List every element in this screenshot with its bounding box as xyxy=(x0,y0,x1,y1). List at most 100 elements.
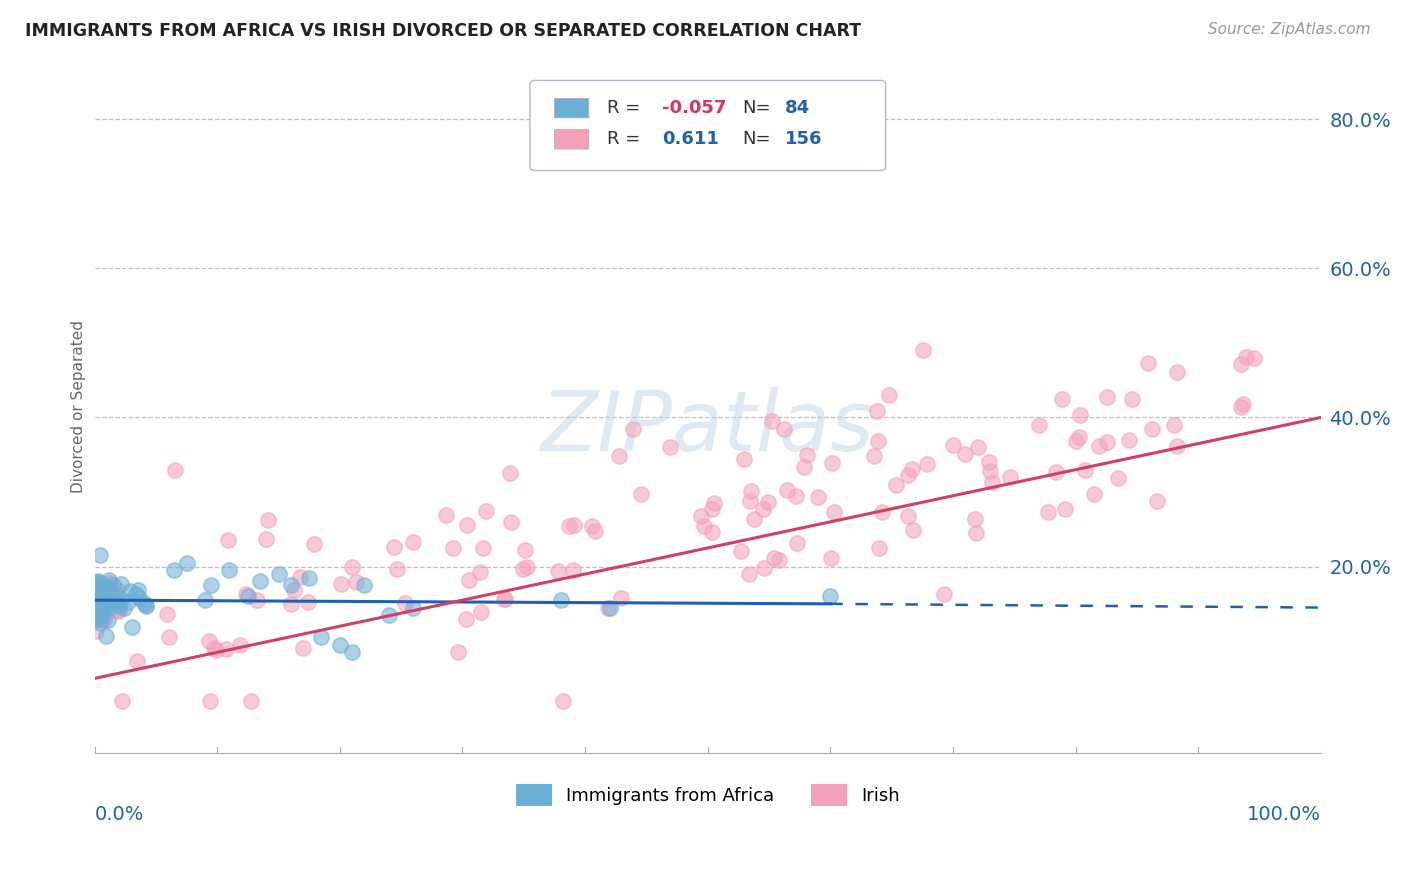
Point xyxy=(329,577,352,591)
Point xyxy=(84,593,107,607)
Point xyxy=(91,589,114,603)
Point xyxy=(267,567,290,582)
Point xyxy=(738,566,761,581)
Point xyxy=(980,475,1002,489)
Point xyxy=(280,578,302,592)
Point xyxy=(97,581,120,595)
Point xyxy=(127,583,149,598)
Point xyxy=(700,501,723,516)
Text: 0.611: 0.611 xyxy=(662,130,720,148)
Point xyxy=(821,456,844,470)
Point xyxy=(249,574,271,589)
Point xyxy=(897,508,920,523)
Point xyxy=(84,606,107,620)
Text: 156: 156 xyxy=(785,130,823,148)
Point xyxy=(513,542,536,557)
Point xyxy=(1050,392,1073,406)
Point xyxy=(550,593,572,607)
Point xyxy=(93,599,115,613)
Point xyxy=(475,504,498,518)
Point xyxy=(562,517,585,532)
Text: IMMIGRANTS FROM AFRICA VS IRISH DIVORCED OR SEPARATED CORRELATION CHART: IMMIGRANTS FROM AFRICA VS IRISH DIVORCED… xyxy=(25,22,862,40)
Point xyxy=(494,591,516,606)
Point xyxy=(297,595,319,609)
Point xyxy=(86,613,108,627)
Point xyxy=(599,600,621,615)
Point xyxy=(382,540,405,554)
Point xyxy=(176,556,198,570)
Point xyxy=(84,597,107,611)
Point xyxy=(965,525,987,540)
Point xyxy=(94,596,117,610)
Point xyxy=(402,600,425,615)
Point xyxy=(979,464,1001,478)
Point xyxy=(87,595,110,609)
Point xyxy=(756,495,779,509)
Point xyxy=(967,440,990,454)
Point xyxy=(96,629,118,643)
Legend: Immigrants from Africa, Irish: Immigrants from Africa, Irish xyxy=(509,777,907,814)
Point xyxy=(84,624,107,639)
Point xyxy=(897,467,920,482)
Point xyxy=(965,512,987,526)
Point xyxy=(761,414,783,428)
Text: N=: N= xyxy=(742,130,770,148)
Point xyxy=(1095,390,1118,404)
Point xyxy=(89,607,111,621)
Point xyxy=(1064,434,1087,448)
Point xyxy=(901,461,924,475)
Point xyxy=(302,537,325,551)
Point xyxy=(1146,494,1168,508)
Point xyxy=(378,608,401,623)
Point xyxy=(703,496,725,510)
Point xyxy=(447,645,470,659)
Point xyxy=(456,518,478,533)
Point xyxy=(877,388,900,402)
Point xyxy=(125,587,148,601)
Point xyxy=(93,591,115,605)
Text: N=: N= xyxy=(742,99,770,117)
Point xyxy=(768,553,790,567)
Point xyxy=(820,551,842,566)
Point xyxy=(693,518,716,533)
Point xyxy=(621,422,644,436)
Point xyxy=(87,605,110,619)
Text: R =: R = xyxy=(607,130,641,148)
Point xyxy=(90,599,112,613)
Point xyxy=(135,599,157,613)
Point xyxy=(257,513,280,527)
Y-axis label: Divorced or Separated: Divorced or Separated xyxy=(72,320,86,492)
Point xyxy=(121,620,143,634)
Point xyxy=(97,591,120,605)
Point xyxy=(917,457,939,471)
Point xyxy=(1140,422,1163,436)
Point xyxy=(884,478,907,492)
Point xyxy=(89,586,111,600)
Point xyxy=(492,592,515,607)
Point xyxy=(751,502,773,516)
Point xyxy=(217,533,239,547)
Point xyxy=(218,563,240,577)
Point xyxy=(134,596,156,610)
Point xyxy=(84,595,107,609)
Point xyxy=(198,694,221,708)
Point xyxy=(87,612,110,626)
Point xyxy=(110,577,132,591)
Point xyxy=(105,594,128,608)
Point xyxy=(84,577,107,591)
Point xyxy=(1107,471,1129,485)
Point xyxy=(1136,356,1159,370)
Point xyxy=(1038,505,1060,519)
Point xyxy=(298,571,321,585)
Point xyxy=(441,541,464,555)
Point xyxy=(1083,487,1105,501)
Point xyxy=(776,483,799,497)
Point xyxy=(1028,417,1050,432)
Point xyxy=(101,578,124,592)
Point xyxy=(1166,365,1188,379)
Point xyxy=(807,491,830,505)
Point xyxy=(103,585,125,599)
Point xyxy=(280,597,302,611)
Point xyxy=(866,404,889,418)
Point xyxy=(1234,350,1257,364)
